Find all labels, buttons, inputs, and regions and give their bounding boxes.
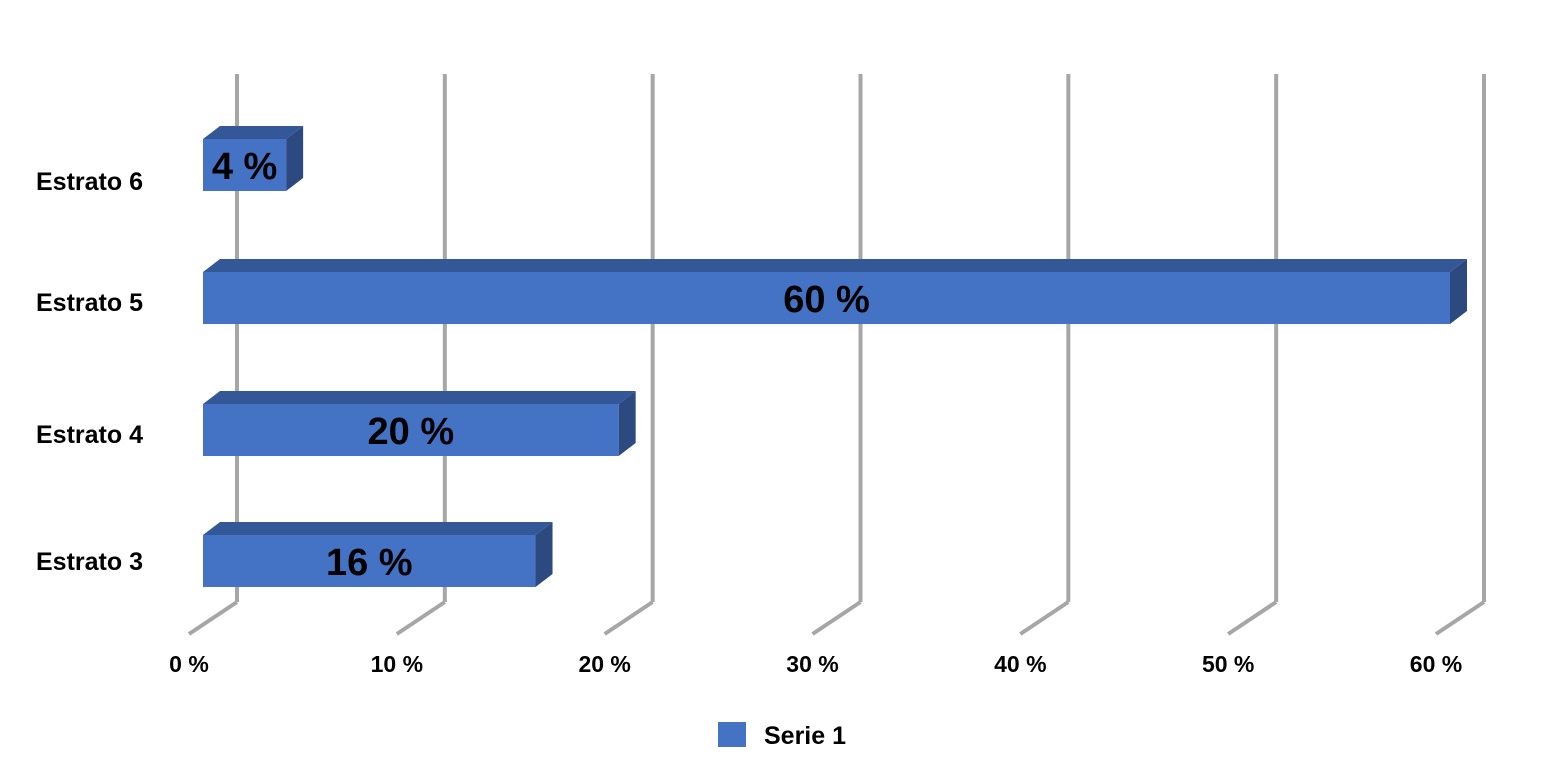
category-label: Estrato 6 [36, 168, 143, 196]
data-label: 4 % [212, 146, 277, 188]
legend-swatch-serie-1 [718, 722, 746, 747]
x-tick-label: 10 % [371, 651, 423, 677]
data-label: 16 % [326, 542, 413, 584]
x-tick-label: 50 % [1202, 651, 1254, 677]
floor-gridline-10 [395, 600, 446, 636]
x-tick-labels: 0 % 10 % 20 % 30 % 40 % 50 % 60 % [169, 651, 1462, 677]
floor-gridline-0 [187, 600, 239, 636]
bars [203, 126, 1467, 587]
bar-side-face [286, 126, 304, 191]
floor-gridline-30 [811, 600, 862, 636]
x-tick-label: 30 % [786, 651, 838, 677]
gridlines [187, 74, 1486, 636]
legend-label-serie-1: Serie 1 [764, 722, 846, 750]
data-label: 60 % [783, 279, 870, 321]
category-labels: Estrato 3 Estrato 4 Estrato 5 Estrato 6 [36, 168, 143, 576]
bar-front-face [203, 404, 619, 456]
x-tick-label: 0 % [169, 651, 209, 677]
x-tick-label: 40 % [994, 651, 1046, 677]
x-tick-label: 60 % [1410, 651, 1462, 677]
floor-gridline-50 [1227, 600, 1278, 636]
bar-top-face [203, 259, 1467, 272]
bar-estrato-3 [203, 522, 553, 587]
bar-side-face [1450, 259, 1467, 324]
bar-top-face [203, 522, 553, 535]
bar-front-face [203, 139, 287, 191]
floor-gridline-40 [1019, 600, 1070, 636]
bar-estrato-6 [203, 126, 304, 191]
bar-side-face [618, 391, 636, 456]
bar-estrato-4 [203, 391, 636, 456]
data-labels: 16 % 20 % 60 % 4 % [212, 146, 870, 584]
x-tick-label: 20 % [578, 651, 630, 677]
category-label: Estrato 4 [36, 421, 143, 449]
bar-side-face [535, 522, 553, 587]
bar-top-face [203, 126, 304, 139]
floor-gridline-20 [603, 600, 654, 636]
bar-estrato-5 [203, 259, 1467, 324]
category-label: Estrato 5 [36, 289, 143, 317]
bar-top-face [203, 391, 636, 404]
legend: Serie 1 [718, 722, 846, 750]
category-label: Estrato 3 [36, 548, 143, 576]
floor-gridline-60 [1434, 600, 1486, 636]
data-label: 20 % [368, 411, 455, 453]
bar-front-face [203, 535, 536, 587]
bar-front-face [203, 272, 1450, 324]
